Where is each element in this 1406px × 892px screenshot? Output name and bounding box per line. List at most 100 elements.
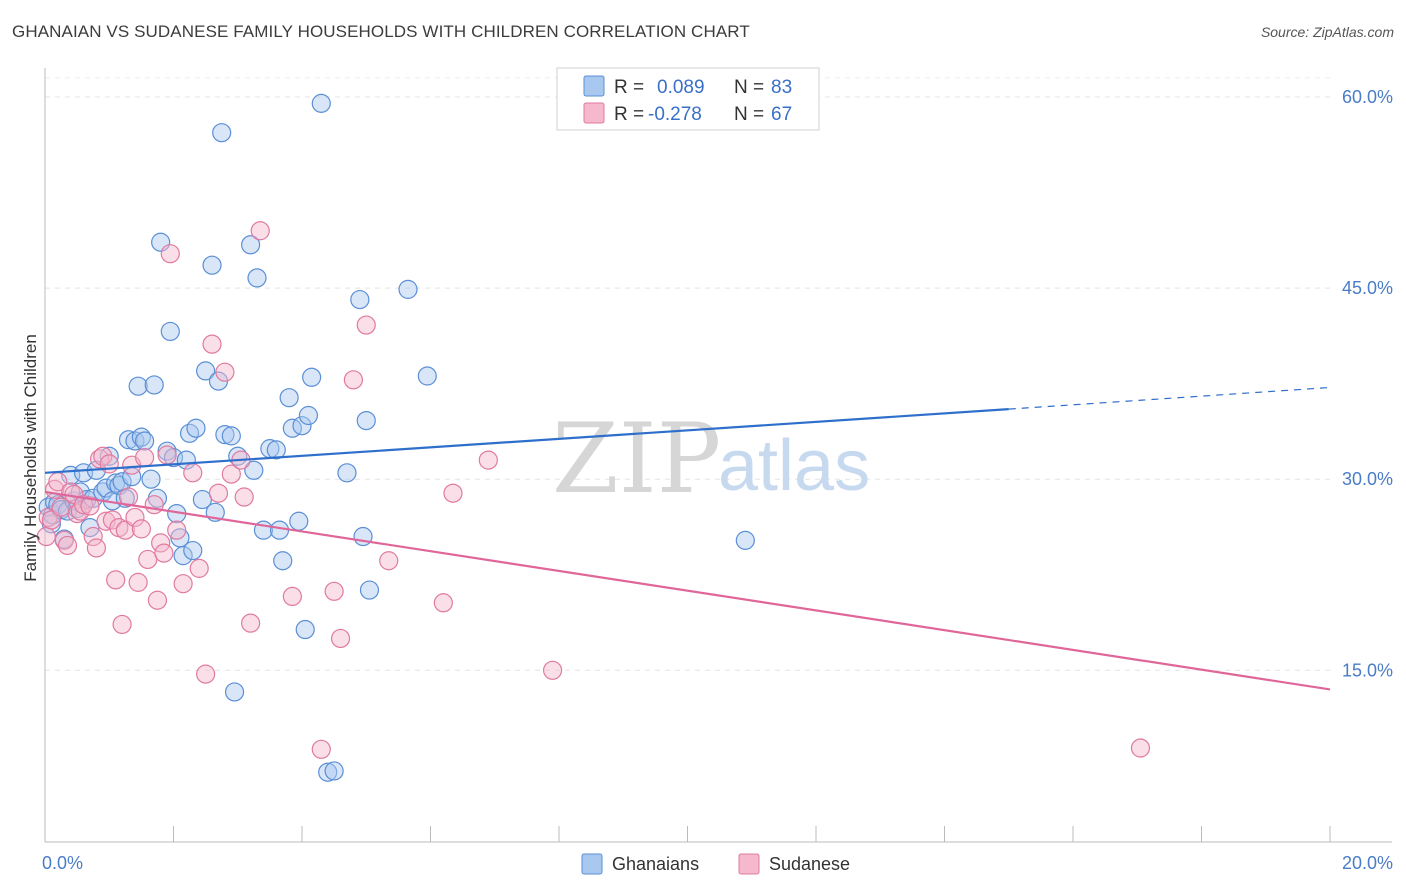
ghanaian-point [224,682,245,702]
sudanese-point [433,593,453,613]
sudanese-point [80,496,100,516]
sudanese-point [54,530,74,550]
sudanese-point [38,507,58,528]
sudanese-point [215,362,235,382]
grid-lines [45,77,1330,671]
y-tick-labels: 15.0% 30.0% 45.0% 60.0% [1342,87,1393,680]
sudanese-point [379,551,399,571]
ghanaian-point [144,375,164,395]
ghanaian-point [324,761,344,781]
y-axis-label: Family Households with Children [21,334,40,582]
ghanaian-point [266,440,286,460]
ghanaian-point [141,469,161,489]
sudanese-point [154,543,174,563]
y-tick-label: 15.0% [1342,660,1393,680]
ghanaian-point [196,361,216,381]
trend-lines [44,386,1331,691]
ghanaian-point [134,431,155,451]
ghanaian-point [302,367,322,387]
sudanese-point [128,572,148,592]
ghanaian-point [279,388,299,408]
watermark: ZIP atlas [552,403,870,515]
ghanaian-point [298,405,319,426]
sudanese-point [356,315,376,335]
sudanese-trend-line [44,490,1331,691]
sudanese-point [189,558,209,578]
sudanese-point [106,570,126,590]
sudanese-point [167,520,187,540]
sudanese-point [93,446,113,466]
legend-swatch-sudanese [583,102,605,124]
ghanaian-point [356,410,376,431]
ghanaian-point [269,520,290,540]
legend-n-value-ghanaians: 83 [771,77,792,98]
legend-swatch-sudanese-bottom [738,853,760,875]
sudanese-point [57,535,78,556]
x-tick-label: 0.0% [42,853,83,873]
legend-r-label: R = [614,77,644,98]
sudanese-point [112,614,132,635]
x-tick-labels: 0.0% 20.0% [42,853,1393,873]
y-tick-label: 60.0% [1342,87,1393,107]
x-tick-label: 20.0% [1342,853,1393,873]
ghanaian-point [186,418,206,438]
ghanaian-point [350,289,370,310]
sudanese-point [330,628,351,649]
sudanese-point [542,660,563,680]
sudanese-point [134,447,155,468]
sudanese-point [173,574,193,594]
sudanese-point [324,581,344,601]
series-legend: Ghanaians Sudanese [581,853,850,875]
ghanaian-point [173,546,193,566]
correlation-legend: R = 0.089 N = 83 R = -0.278 N = 67 [556,67,820,131]
ghanaian-point [311,93,331,113]
ghanaian-point [247,268,267,288]
sudanese-point [131,519,151,539]
ghanaian-point [241,235,261,255]
ghanaian-point [318,762,338,782]
sudanese-point [138,549,158,570]
watermark-atlas: atlas [718,426,870,506]
sudanese-point [83,526,103,547]
sudanese-point [343,370,363,390]
ghanaian-trend-extension [1008,386,1331,410]
sudanese-point [118,487,139,507]
legend-r-value-sudanese: -0.278 [648,104,702,125]
sudanese-point [147,590,168,610]
axes [44,68,1392,843]
sudanese-point [157,445,177,465]
sudanese-point [241,613,261,633]
watermark-zip: ZIP [552,403,721,515]
chart-title: GHANAIAN VS SUDANESE FAMILY HOUSEHOLDS W… [12,22,750,41]
ghanaian-point [735,530,755,550]
ghanaian-point [417,366,437,386]
sudanese-point [208,483,229,503]
sudanese-point [221,464,241,484]
sudanese-point [311,739,331,759]
sudanese-point [73,495,94,515]
sudanese-point [282,586,302,607]
y-tick-label: 30.0% [1342,469,1393,489]
sudanese-point [196,664,216,684]
ghanaian-point [215,425,235,445]
sudanese-point [234,487,254,507]
sudanese-point [1130,738,1151,758]
ghanaian-point [337,463,357,483]
ghanaian-point [244,460,264,480]
sudanese-point [202,334,222,354]
ghanaian-point [183,540,203,561]
legend-swatch-ghanaians-bottom [581,853,603,875]
sudanese-point [90,449,110,469]
ghanaian-point [202,255,222,275]
ghanaian-point [295,619,315,640]
source-label: Source: ZipAtlas.com [1260,24,1394,40]
sudanese-point [250,221,270,241]
legend-r-label: R = [614,104,644,125]
sudanese-point [144,495,164,515]
y-tick-label: 45.0% [1342,278,1393,298]
ghanaian-point [398,279,418,299]
ghanaian-point [273,551,293,571]
ghanaian-trend-line [44,408,1009,474]
ghanaian-point [221,426,241,446]
ghanaian-point [160,321,180,342]
